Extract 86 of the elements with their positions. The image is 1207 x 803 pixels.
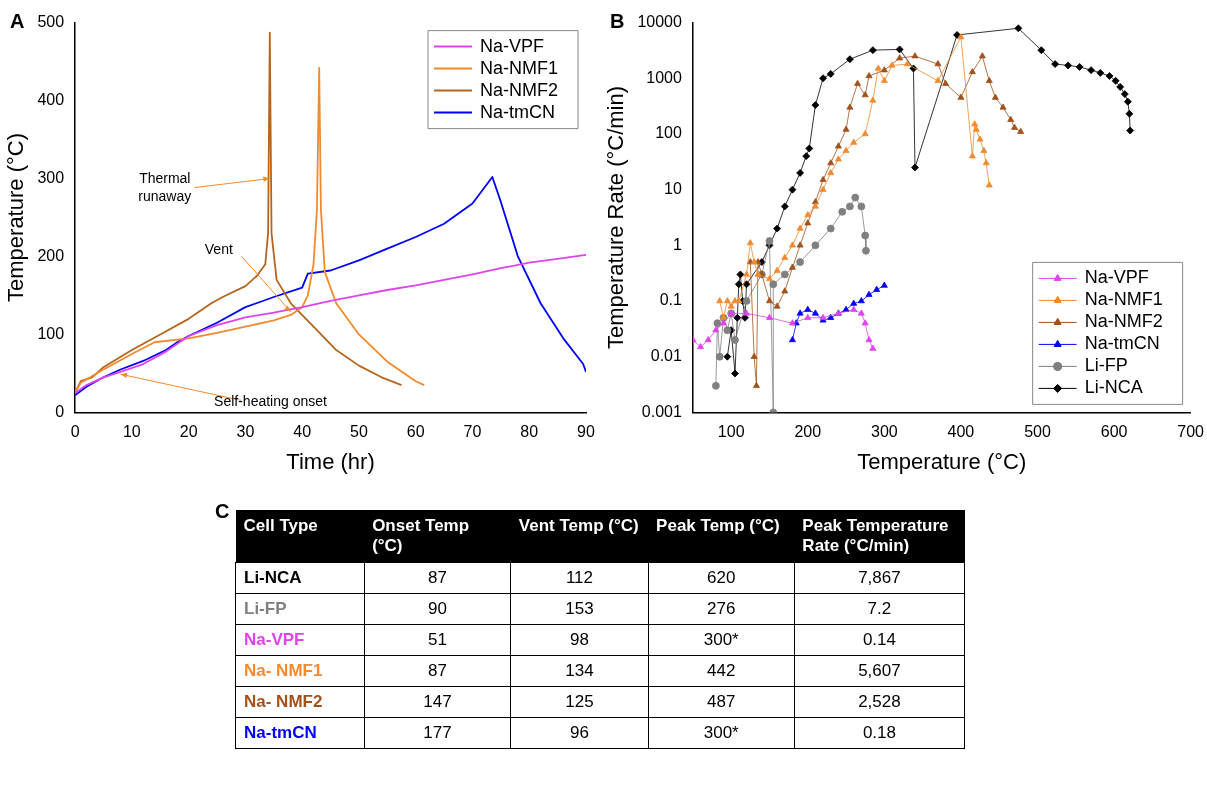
y-tick-label: 400 <box>37 90 65 108</box>
x-tick-label: 50 <box>350 423 368 441</box>
legend-label: Na-tmCN <box>1084 333 1160 354</box>
data-label: 98 <box>510 624 649 656</box>
data-label: 0.14 <box>794 624 965 656</box>
x-tick-label: 0 <box>70 423 80 441</box>
data-label: 87 <box>364 655 511 687</box>
data-label: 487 <box>648 686 795 718</box>
data-label: 147 <box>364 686 511 718</box>
x-tick-label: 60 <box>406 423 425 441</box>
y-tick-label: 200 <box>37 246 65 264</box>
x-tick-label: 70 <box>463 423 482 441</box>
y-axis-title: Temperature Rate (°C/min) <box>603 85 629 350</box>
y-axis-title: Temperature (°C) <box>3 133 29 302</box>
x-axis-title: Time (hr) <box>286 448 375 474</box>
data-label: 7.2 <box>794 593 965 625</box>
y-tick-label: 0.01 <box>650 347 682 365</box>
chart-title: A <box>10 10 25 33</box>
legend-label: Na- NMF1 <box>235 655 365 687</box>
x-tick-label: 100 <box>717 423 745 441</box>
legend-label: Na- NMF2 <box>235 686 365 718</box>
legend-label: Li-NCA <box>235 562 365 594</box>
y-tick-label: 1000 <box>646 68 682 86</box>
data-label: 177 <box>364 717 511 749</box>
y-tick-label: 1 <box>672 235 682 253</box>
data-label: 134 <box>510 655 649 687</box>
x-tick-label: 200 <box>794 423 822 441</box>
legend-label: Na-NMF2 <box>1084 311 1163 332</box>
x-axis-title: Temperature (°C) <box>857 448 1027 474</box>
legend-label: Na-VPF <box>480 35 545 56</box>
y-tick-label: 10 <box>664 180 682 198</box>
category-label: Peak Temperature Rate (°C/min) <box>794 510 965 563</box>
annotation: Thermal runaway <box>138 170 192 205</box>
text: Cell Type <box>235 510 365 563</box>
data-label: 2,528 <box>794 686 965 718</box>
x-tick-label: 30 <box>236 423 255 441</box>
data-label: 5,607 <box>794 655 965 687</box>
x-tick-label: 700 <box>1177 423 1205 441</box>
legend-label: Li-FP <box>1084 355 1128 376</box>
data-label: 276 <box>648 593 795 625</box>
data-label: 90 <box>364 593 511 625</box>
data-label: 300* <box>648 717 795 749</box>
x-tick-label: 80 <box>520 423 539 441</box>
data-label: 51 <box>364 624 511 656</box>
legend-label: Na-VPF <box>1084 267 1149 288</box>
legend-label: Na-NMF1 <box>1084 289 1163 310</box>
annotation: Vent <box>204 240 233 257</box>
category-label: Peak Temp (°C) <box>648 510 795 563</box>
legend-label: Na-NMF2 <box>480 79 559 100</box>
data-label: 112 <box>510 562 649 594</box>
x-tick-label: 500 <box>1024 423 1051 441</box>
legend-label: Li-FP <box>235 593 365 625</box>
x-tick-label: 90 <box>577 423 595 441</box>
legend-label: Na-VPF <box>235 624 365 656</box>
x-tick-label: 10 <box>122 423 141 441</box>
x-tick-label: 300 <box>870 423 898 441</box>
y-tick-label: 0 <box>55 402 65 420</box>
data-label: 7,867 <box>794 562 965 594</box>
annotation: Self-heating onset <box>214 393 328 410</box>
y-tick-label: 100 <box>655 124 682 142</box>
y-tick-label: 0.001 <box>641 402 682 420</box>
x-tick-label: 400 <box>947 423 975 441</box>
data-label: 0.18 <box>794 717 965 749</box>
category-label: Onset Temp (°C) <box>364 510 511 563</box>
y-tick-label: 500 <box>37 13 65 31</box>
legend-label: Na-tmCN <box>235 717 365 749</box>
data-label: 96 <box>510 717 649 749</box>
legend-label: Na-tmCN <box>480 101 555 122</box>
data-label: 300* <box>648 624 795 656</box>
x-tick-label: 40 <box>293 423 312 441</box>
x-tick-label: 20 <box>179 423 198 441</box>
y-tick-label: 0.1 <box>659 291 682 309</box>
data-label: 153 <box>510 593 649 625</box>
category-label: Vent Temp (°C) <box>510 510 649 563</box>
data-label: 125 <box>510 686 649 718</box>
y-tick-label: 300 <box>37 168 65 186</box>
y-tick-label: 100 <box>37 324 65 342</box>
x-tick-label: 600 <box>1100 423 1128 441</box>
data-label: 442 <box>648 655 795 687</box>
data-label: 87 <box>364 562 511 594</box>
data-label: 620 <box>648 562 795 594</box>
legend-label: Na-NMF1 <box>480 57 559 78</box>
chart-title: B <box>610 10 625 33</box>
text: C <box>215 500 230 523</box>
y-tick-label: 10000 <box>637 13 682 31</box>
legend-label: Li-NCA <box>1084 377 1143 398</box>
